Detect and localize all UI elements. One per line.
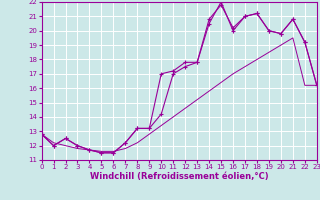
X-axis label: Windchill (Refroidissement éolien,°C): Windchill (Refroidissement éolien,°C): [90, 172, 268, 181]
